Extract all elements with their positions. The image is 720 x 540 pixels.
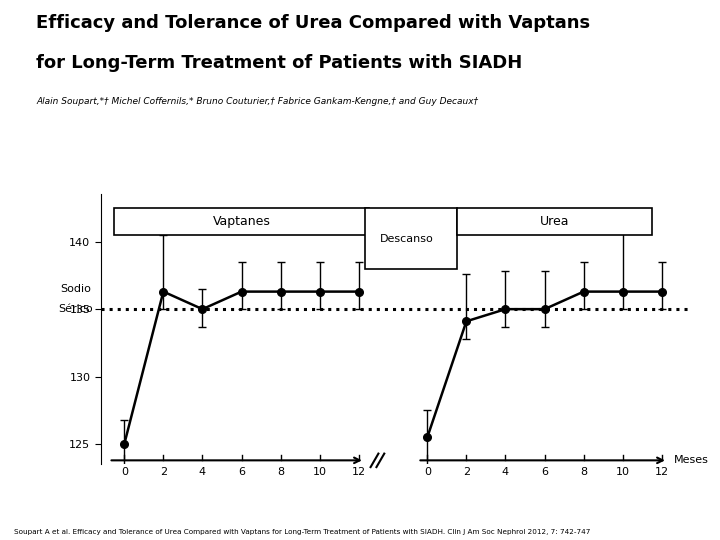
Text: 12: 12 bbox=[654, 467, 669, 477]
Text: 6: 6 bbox=[238, 467, 245, 477]
Text: Meses: Meses bbox=[674, 455, 708, 465]
Text: 2: 2 bbox=[463, 467, 470, 477]
Text: for Long-Term Treatment of Patients with SIADH: for Long-Term Treatment of Patients with… bbox=[36, 54, 522, 72]
Text: 0: 0 bbox=[121, 467, 127, 477]
FancyBboxPatch shape bbox=[114, 208, 369, 235]
Text: 4: 4 bbox=[502, 467, 509, 477]
Text: 8: 8 bbox=[277, 467, 284, 477]
Text: Soupart A et al. Efficacy and Tolerance of Urea Compared with Vaptans for Long-T: Soupart A et al. Efficacy and Tolerance … bbox=[14, 529, 591, 535]
Text: 2: 2 bbox=[160, 467, 167, 477]
Text: 4: 4 bbox=[199, 467, 206, 477]
Text: Urea: Urea bbox=[539, 215, 569, 228]
FancyBboxPatch shape bbox=[365, 208, 456, 269]
Text: 6: 6 bbox=[541, 467, 548, 477]
Text: 8: 8 bbox=[580, 467, 588, 477]
Text: Sodio: Sodio bbox=[60, 284, 91, 294]
Text: 10: 10 bbox=[312, 467, 327, 477]
FancyBboxPatch shape bbox=[456, 208, 652, 235]
Text: Descanso: Descanso bbox=[380, 234, 433, 244]
Text: Efficacy and Tolerance of Urea Compared with Vaptans: Efficacy and Tolerance of Urea Compared … bbox=[36, 14, 590, 31]
Text: Vaptanes: Vaptanes bbox=[212, 215, 271, 228]
Text: 10: 10 bbox=[616, 467, 630, 477]
Text: Alain Soupart,*† Michel Coffernils,* Bruno Couturier,† Fabrice Gankam-Kengne,† a: Alain Soupart,*† Michel Coffernils,* Bru… bbox=[36, 97, 478, 106]
Text: Sérico: Sérico bbox=[58, 304, 93, 314]
Text: 0: 0 bbox=[424, 467, 431, 477]
Text: 12: 12 bbox=[352, 467, 366, 477]
